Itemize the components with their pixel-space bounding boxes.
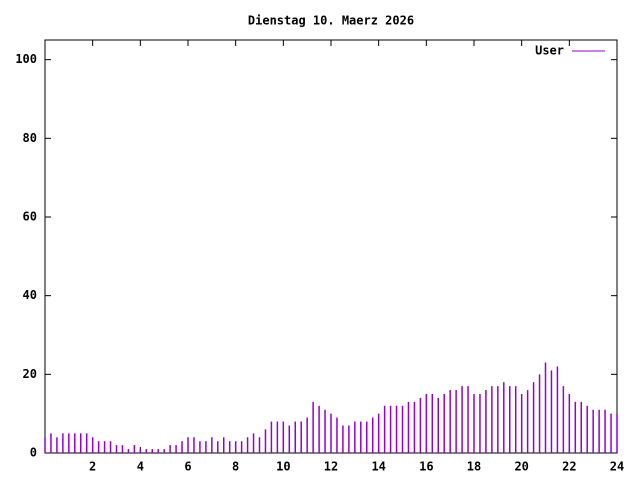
x-tick-label: 6 xyxy=(184,460,191,474)
y-tick-label: 60 xyxy=(23,210,37,224)
x-tick-label: 12 xyxy=(324,460,338,474)
x-tick-label: 2 xyxy=(89,460,96,474)
y-tick-label: 80 xyxy=(23,131,37,145)
x-tick-label: 4 xyxy=(137,460,144,474)
x-tick-label: 10 xyxy=(276,460,290,474)
y-tick-label: 0 xyxy=(30,446,37,460)
legend-label: User xyxy=(535,44,564,58)
y-tick-label: 100 xyxy=(15,52,37,66)
x-tick-label: 8 xyxy=(232,460,239,474)
x-tick-label: 18 xyxy=(467,460,481,474)
x-tick-label: 24 xyxy=(610,460,624,474)
x-tick-label: 14 xyxy=(371,460,385,474)
x-tick-label: 20 xyxy=(514,460,528,474)
chart-title: Dienstag 10. Maerz 2026 xyxy=(248,14,414,28)
x-tick-label: 22 xyxy=(562,460,576,474)
x-tick-label: 16 xyxy=(419,460,433,474)
y-tick-label: 40 xyxy=(23,288,37,302)
y-tick-label: 20 xyxy=(23,367,37,381)
